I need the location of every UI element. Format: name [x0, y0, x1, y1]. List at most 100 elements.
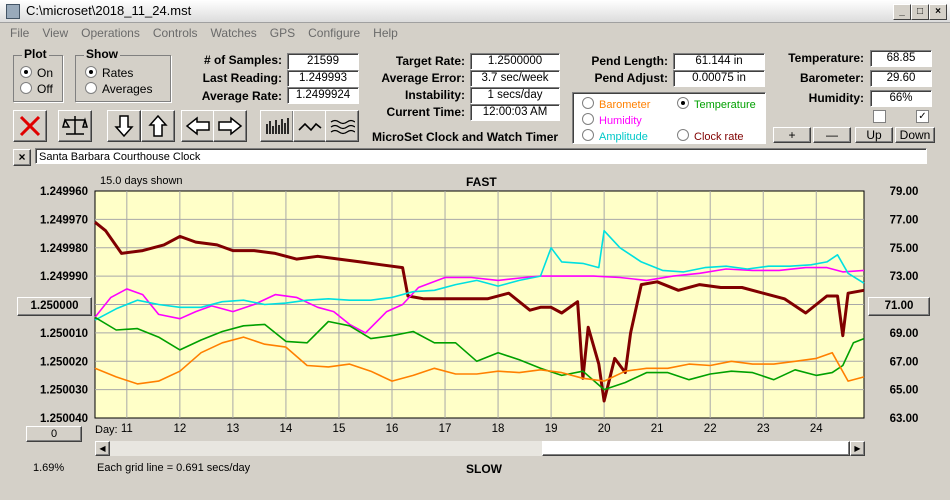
legend-temperature[interactable]: Temperature [677, 96, 756, 111]
app-icon [6, 4, 20, 19]
menu-file[interactable]: File [10, 26, 30, 40]
show-averages-radio[interactable]: Averages [85, 81, 152, 96]
left-tick-label: 1.249960 [40, 186, 88, 198]
arrow-left-button[interactable] [181, 110, 215, 142]
chart-panel: 1.249960 79.00 1.249970 77.00 1.249980 75.00 1… [13, 172, 933, 490]
menu-help[interactable]: Help [373, 26, 398, 40]
left-tick-label: 1.250020 [40, 356, 88, 368]
radio-dot-icon [677, 129, 689, 141]
menu-watches[interactable]: Watches [210, 26, 257, 40]
minus-button[interactable]: — [813, 127, 851, 143]
scroll-right-icon[interactable]: ▶ [850, 441, 865, 456]
right-tick-label: 63.00 [890, 413, 919, 425]
day-label: Day: [95, 424, 118, 436]
arrow-down-button[interactable] [107, 110, 141, 142]
plot-on-radio[interactable]: On [20, 65, 53, 80]
x-tick-label: 13 [226, 423, 239, 435]
right-tick-label: 75.00 [890, 243, 919, 255]
left-tick-label: 1.249990 [40, 271, 88, 283]
x-tick-label: 19 [545, 423, 558, 435]
current-time-field: 12:00:03 AM [470, 104, 560, 121]
right-tick-label: 69.00 [890, 328, 919, 340]
left-tick-label: 1.250040 [40, 413, 88, 425]
clock-name-field[interactable]: Santa Barbara Courthouse Clock [35, 148, 927, 164]
menu-view[interactable]: View [42, 26, 69, 40]
zero-button[interactable]: 0 [26, 426, 82, 442]
right-tick-label: 79.00 [890, 186, 919, 198]
rate-chart: 1.249960 79.00 1.249970 77.00 1.249980 75.00 1… [13, 172, 933, 490]
target-rate-field: 1.2500000 [470, 53, 560, 70]
maximize-button[interactable]: □ [911, 4, 929, 20]
menu-configure[interactable]: Configure [308, 26, 361, 40]
menu-gps[interactable]: GPS [269, 26, 296, 40]
menu-operations[interactable]: Operations [81, 26, 140, 40]
show-label: Show [84, 47, 120, 61]
arrow-up-icon [148, 114, 168, 137]
option-checkbox-1[interactable] [873, 110, 886, 123]
humidity-label: Humidity: [808, 91, 864, 105]
down-button[interactable]: Down [895, 127, 935, 143]
legend-amplitude[interactable]: Amplitude [582, 128, 648, 143]
x-tick-label: 16 [386, 423, 399, 435]
x-tick-label: 15 [333, 423, 346, 435]
menu-controls[interactable]: Controls [152, 26, 198, 40]
close-window-button[interactable]: × [929, 4, 947, 20]
radio-dot-icon [85, 82, 97, 94]
scroll-left-icon[interactable]: ◀ [95, 441, 110, 456]
horizontal-scrollbar[interactable]: ◀ ▶ [95, 441, 865, 456]
center-rate-button[interactable]: 1.250000 [17, 297, 92, 316]
pend-adjust-field: 0.00075 in [673, 70, 765, 87]
line-graph-icon [298, 122, 322, 132]
left-tick-label: 1.250030 [40, 385, 88, 397]
instability-label: Instability: [404, 88, 465, 102]
plot-off-radio[interactable]: Off [20, 81, 53, 96]
current-time-label: Current Time: [386, 105, 465, 119]
radio-dot-icon [20, 66, 32, 78]
legend-humidity[interactable]: Humidity [582, 112, 642, 127]
x-tick-label: 21 [651, 423, 664, 435]
right-tick-label: 65.00 [890, 385, 919, 397]
x-tick-label: 18 [492, 423, 505, 435]
x-tick-label: 17 [439, 423, 452, 435]
minimize-button[interactable]: _ [893, 4, 911, 20]
x-tick-label: 11 [121, 423, 133, 435]
menu-bar: File View Operations Controls Watches GPS Conf… [0, 23, 950, 41]
legend-barometer[interactable]: Barometer [582, 96, 650, 111]
series-legend: Barometer Temperature Humidity Amplitude… [572, 92, 766, 144]
show-rates-radio[interactable]: Rates [85, 65, 133, 80]
x-tick-label: 20 [598, 423, 611, 435]
x-tick-label: 22 [704, 423, 717, 435]
samples-label: # of Samples: [203, 53, 282, 67]
arrow-down-icon [114, 115, 134, 138]
average-error-field: 3.7 sec/week [470, 70, 560, 87]
pend-length-label: Pend Length: [591, 54, 668, 68]
slow-label: SLOW [466, 462, 502, 476]
balance-button[interactable] [58, 110, 92, 142]
stop-button[interactable] [13, 110, 47, 142]
pend-adjust-label: Pend Adjust: [594, 71, 668, 85]
center-right-button[interactable]: 71.00 [868, 297, 930, 316]
scroll-thumb[interactable] [542, 441, 850, 456]
left-tick-label: 1.249970 [40, 214, 88, 226]
close-icon[interactable]: × [13, 149, 31, 166]
barometer-label: Barometer: [799, 71, 864, 85]
plus-button[interactable]: + [773, 127, 811, 143]
bars-view-button[interactable] [260, 110, 294, 142]
legend-clock-rate[interactable]: Clock rate [677, 128, 744, 143]
radio-dot-icon [582, 129, 594, 141]
option-checkbox-2[interactable]: ✓ [916, 110, 929, 123]
show-groupbox [75, 55, 171, 102]
up-button[interactable]: Up [855, 127, 893, 143]
right-tick-label: 73.00 [890, 271, 919, 283]
series-line-clock-rate [94, 221, 865, 403]
instability-field: 1 secs/day [470, 87, 560, 104]
left-tick-label: 1.250010 [40, 328, 88, 340]
series-line-temperature [94, 316, 865, 391]
line-view-button[interactable] [293, 110, 327, 142]
grid-note: Each grid line = 0.691 secs/day [97, 462, 251, 474]
x-tick-label: 23 [757, 423, 770, 435]
wave-view-button[interactable] [325, 110, 359, 142]
target-rate-label: Target Rate: [395, 54, 465, 68]
arrow-right-button[interactable] [213, 110, 247, 142]
arrow-up-button[interactable] [141, 110, 175, 142]
